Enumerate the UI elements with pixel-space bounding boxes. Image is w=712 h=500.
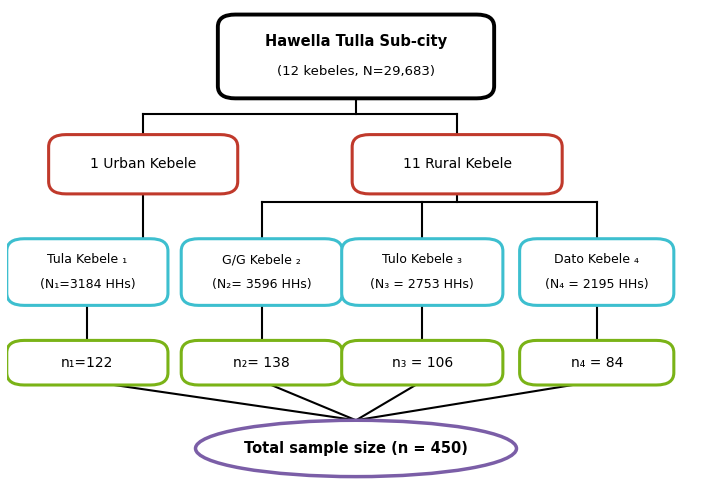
FancyBboxPatch shape: [182, 238, 342, 306]
FancyBboxPatch shape: [520, 238, 674, 306]
Ellipse shape: [196, 420, 516, 476]
FancyBboxPatch shape: [520, 340, 674, 385]
Text: (N₄ = 2195 HHs): (N₄ = 2195 HHs): [545, 278, 649, 291]
FancyBboxPatch shape: [342, 340, 503, 385]
FancyBboxPatch shape: [342, 238, 503, 306]
Text: 11 Rural Kebele: 11 Rural Kebele: [403, 157, 512, 171]
Text: G/G Kebele ₂: G/G Kebele ₂: [222, 254, 301, 266]
FancyBboxPatch shape: [48, 134, 238, 194]
Text: Dato Kebele ₄: Dato Kebele ₄: [554, 254, 639, 266]
Text: Tula Kebele ₁: Tula Kebele ₁: [47, 254, 127, 266]
Text: Total sample size (n = 450): Total sample size (n = 450): [244, 441, 468, 456]
Text: n₃ = 106: n₃ = 106: [392, 356, 453, 370]
Text: n₂= 138: n₂= 138: [234, 356, 290, 370]
Text: 1 Urban Kebele: 1 Urban Kebele: [90, 157, 197, 171]
Text: (N₁=3184 HHs): (N₁=3184 HHs): [40, 278, 135, 291]
Text: n₄ = 84: n₄ = 84: [570, 356, 623, 370]
Text: (12 kebeles, N=29,683): (12 kebeles, N=29,683): [277, 64, 435, 78]
FancyBboxPatch shape: [218, 14, 494, 98]
Text: Hawella Tulla Sub-city: Hawella Tulla Sub-city: [265, 34, 447, 50]
Text: n₁=122: n₁=122: [61, 356, 113, 370]
Text: Tulo Kebele ₃: Tulo Kebele ₃: [382, 254, 462, 266]
FancyBboxPatch shape: [7, 340, 168, 385]
FancyBboxPatch shape: [7, 238, 168, 306]
FancyBboxPatch shape: [352, 134, 562, 194]
Text: (N₂= 3596 HHs): (N₂= 3596 HHs): [212, 278, 312, 291]
Text: (N₃ = 2753 HHs): (N₃ = 2753 HHs): [370, 278, 474, 291]
FancyBboxPatch shape: [182, 340, 342, 385]
